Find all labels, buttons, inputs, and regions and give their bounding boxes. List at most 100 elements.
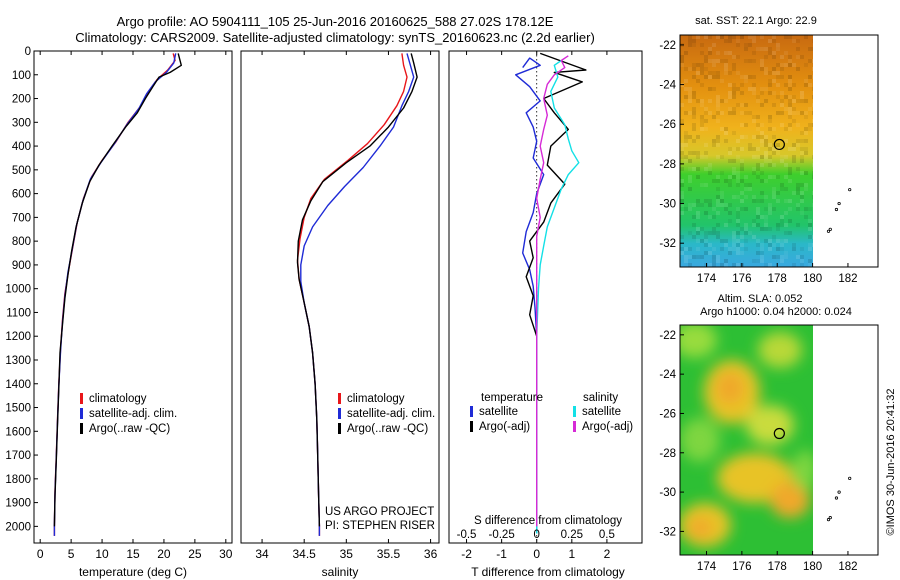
sst-texture-cell xyxy=(792,63,796,67)
sst-texture-cell xyxy=(744,123,748,127)
sst-texture-cell xyxy=(724,59,728,63)
sst-texture-cell xyxy=(788,83,792,87)
sst-texture-cell xyxy=(796,55,800,59)
sst-texture-cell xyxy=(800,111,804,115)
sst-texture-cell xyxy=(772,163,776,167)
sst-texture-cell xyxy=(748,75,752,79)
sst-texture-cell xyxy=(780,243,784,247)
salinity-difference-ticks: -0.5 -0.25 0 0.25 0.5 xyxy=(457,529,615,541)
sst-texture-cell xyxy=(680,199,684,203)
depth-tick-label: 1600 xyxy=(5,426,31,438)
sst-texture-cell xyxy=(716,175,720,179)
sst-texture-cell xyxy=(716,103,720,107)
island-marker xyxy=(828,227,832,231)
sst-texture-cell xyxy=(740,243,744,247)
sla-map-frame xyxy=(679,324,879,556)
sst-texture-cell xyxy=(692,107,696,111)
map-lon-label: 182 xyxy=(838,561,857,573)
x-tick-label: -1 xyxy=(496,547,507,561)
sst-texture-cell xyxy=(808,235,812,239)
sst-texture-cell xyxy=(756,167,760,171)
sst-texture-cell xyxy=(756,47,760,51)
sst-texture-cell xyxy=(684,159,688,163)
sst-texture-cell xyxy=(696,35,700,39)
sst-texture-cell xyxy=(680,247,684,251)
sst-texture-cell xyxy=(732,159,736,163)
sst-texture-cell xyxy=(728,179,732,183)
sst-texture-cell xyxy=(756,147,760,151)
sst-texture-cell xyxy=(768,163,772,167)
sst-texture-cell xyxy=(804,99,808,103)
sst-texture-cell xyxy=(796,191,800,195)
island-marker xyxy=(837,201,841,206)
legend-swatch xyxy=(80,408,83,419)
sst-texture-cell xyxy=(804,63,808,67)
sst-texture-cell xyxy=(752,39,756,43)
series-line xyxy=(53,53,183,527)
sst-texture-cell xyxy=(788,55,792,59)
sst-texture-cell xyxy=(716,259,720,263)
sst-texture-cell xyxy=(784,127,788,131)
sst-texture-cell xyxy=(732,195,736,199)
sst-texture-cell xyxy=(700,83,704,87)
sst-texture-cell xyxy=(776,223,780,227)
sst-texture-cell xyxy=(708,87,712,91)
sst-texture-cell xyxy=(708,263,712,267)
sst-texture-cell xyxy=(692,255,696,259)
sst-texture-cell xyxy=(736,171,740,175)
sst-texture-cell xyxy=(744,187,748,191)
sst-texture-cell xyxy=(744,183,748,187)
sst-texture-cell xyxy=(808,223,812,227)
sst-texture-cell xyxy=(716,211,720,215)
legend-label: Argo(-adj) xyxy=(479,421,530,433)
sst-texture-cell xyxy=(692,63,696,67)
x-tick-label: -2 xyxy=(461,547,472,561)
sst-texture-cell xyxy=(688,67,692,71)
sst-texture-cell xyxy=(700,203,704,207)
sst-texture-cell xyxy=(700,43,704,47)
sst-texture-cell xyxy=(720,35,724,39)
sst-texture-cell xyxy=(744,239,748,243)
sst-texture-cell xyxy=(800,55,804,59)
legend-label: satellite xyxy=(479,406,518,418)
sst-texture-cell xyxy=(772,71,776,75)
sst-texture-cell xyxy=(792,191,796,195)
sst-texture-cell xyxy=(764,87,768,91)
sst-texture-cell xyxy=(708,59,712,63)
sst-texture-cell xyxy=(800,151,804,155)
sst-texture-cell xyxy=(768,91,772,95)
sst-texture-cell xyxy=(752,171,756,175)
sst-texture-cell xyxy=(756,243,760,247)
sst-texture-cell xyxy=(784,211,788,215)
island-marker xyxy=(826,518,831,522)
sst-texture-cell xyxy=(776,95,780,99)
sst-texture-cell xyxy=(760,139,764,143)
sst-texture-cell xyxy=(692,115,696,119)
sst-texture-cell xyxy=(700,99,704,103)
sst-texture-cell xyxy=(760,163,764,167)
x-tick-label: 1 xyxy=(568,547,575,561)
sst-texture-cell xyxy=(724,263,728,267)
sst-texture-cell xyxy=(772,235,776,239)
island-marker xyxy=(834,496,839,500)
sst-texture-cell xyxy=(776,143,780,147)
sst-texture-cell xyxy=(680,167,684,171)
sst-texture-cell xyxy=(732,87,736,91)
sst-texture-cell xyxy=(796,99,800,103)
sst-texture-cell xyxy=(720,59,724,63)
x-tick-label: 0 xyxy=(533,547,540,561)
sst-texture-cell xyxy=(744,223,748,227)
sst-texture-cell xyxy=(704,251,708,255)
sst-texture-cell xyxy=(684,135,688,139)
sst-texture-cell xyxy=(724,203,728,207)
sst-texture-cell xyxy=(776,191,780,195)
sst-texture-cell xyxy=(704,167,708,171)
s-diff-tick-label: -0.25 xyxy=(489,529,515,541)
sst-texture-cell xyxy=(776,175,780,179)
sla-map-axes: 174 176 178 180 182 -22 -24 -26 -28 -30 -32 xyxy=(659,330,857,573)
imos-credit: ©IMOS 30-Jun-2016 20:41:32 xyxy=(885,389,897,536)
sst-texture-cell xyxy=(768,263,772,267)
legend-heading-temperature: temperature xyxy=(481,392,543,404)
sst-texture-cell xyxy=(680,179,684,183)
sst-texture-cell xyxy=(748,87,752,91)
